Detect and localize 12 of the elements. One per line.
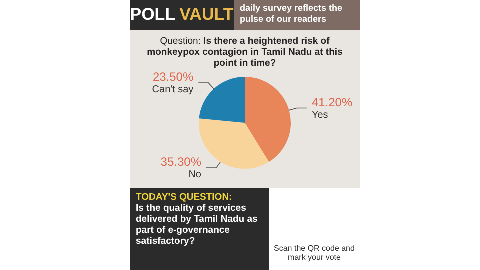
text: TODAY'S QUESTION: [136,192,234,203]
slice-label: Can't say [152,84,194,96]
text: Question: Is there a heightened risk of monkeypox contagion in Tamil Nadu at this point in time? [147,36,343,69]
chart-subtitle: daily survey reflects the pulse of our readers [234,0,360,30]
data-label: 23.50% [152,70,194,84]
text: Is the quality of services delivered by Tamil Nadu as part of e-governance satisfactory? [136,203,259,247]
chart-title: POLL VAULT [130,5,234,25]
slice-label: No [188,170,202,180]
data-label: 35.30% [160,155,202,169]
slice-label: Yes [312,110,328,121]
data-label: 41.20% [312,95,353,110]
text: Scan the QR code and mark your vote [269,188,360,270]
